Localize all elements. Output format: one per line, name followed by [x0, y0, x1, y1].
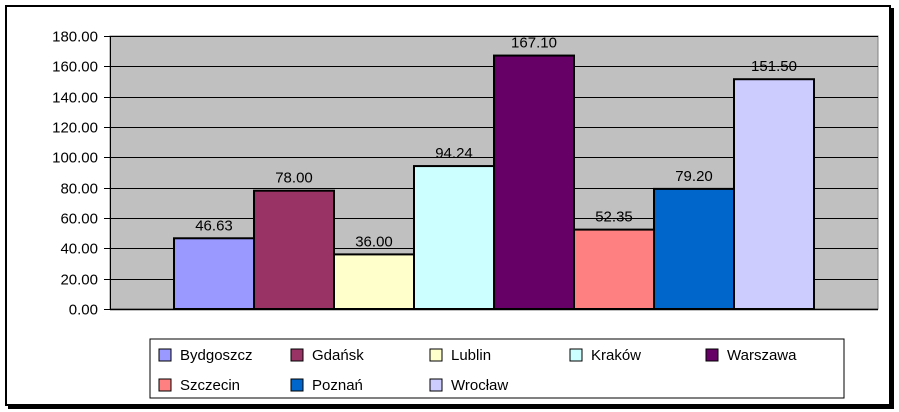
bar-poznań — [653, 187, 735, 311]
legend — [149, 338, 845, 399]
bar-chart: 0.00 20.00 40.00 60.00 80.00 100.00 120.00 140.… — [52, 29, 879, 399]
y-tick-label: 80.00 — [60, 181, 98, 198]
chart-frame: 0.00 20.00 40.00 60.00 80.00 100.00 120.00 140.… — [5, 5, 891, 406]
legend-swatch — [158, 378, 172, 392]
y-tick-label: 120.00 — [52, 120, 98, 137]
legend-swatch — [290, 378, 304, 392]
data-label: 78.00 — [275, 170, 313, 187]
y-tick-label: 60.00 — [60, 211, 98, 228]
data-label: 167.10 — [511, 35, 557, 52]
legend-label: Gdańsk — [312, 347, 364, 364]
legend-swatch — [429, 348, 443, 362]
data-label: 94.24 — [435, 145, 473, 162]
legend-swatch — [290, 348, 304, 362]
legend-label: Bydgoszcz — [180, 347, 253, 364]
bar-szczecin — [573, 228, 655, 310]
bar-bydgoszcz — [173, 237, 255, 310]
y-tick-label: 0.00 — [69, 302, 98, 319]
y-tick-label: 20.00 — [60, 272, 98, 289]
legend-label: Wrocław — [451, 377, 508, 394]
legend-swatch — [429, 378, 443, 392]
data-label: 79.20 — [675, 168, 713, 185]
legend-label: Szczecin — [180, 377, 240, 394]
data-label: 151.50 — [751, 58, 797, 75]
y-tick-label: 100.00 — [52, 150, 98, 167]
y-tick-label: 140.00 — [52, 90, 98, 107]
bar-wrocław — [733, 78, 815, 310]
legend-label: Kraków — [591, 347, 641, 364]
bar-lublin — [333, 253, 415, 310]
legend-label: Warszawa — [727, 347, 797, 364]
y-tick-label: 180.00 — [52, 29, 98, 46]
legend-swatch — [569, 348, 583, 362]
data-label: 36.00 — [355, 233, 393, 250]
bar-gdańsk — [253, 189, 335, 310]
legend-swatch — [158, 348, 172, 362]
y-tick-label: 40.00 — [60, 241, 98, 258]
legend-label: Poznań — [312, 377, 363, 394]
data-label: 52.35 — [595, 209, 633, 226]
data-label: 46.63 — [195, 217, 233, 234]
legend-label: Lublin — [451, 347, 491, 364]
legend-swatch — [705, 348, 719, 362]
bar-kraków — [413, 165, 495, 310]
y-tick-label: 160.00 — [52, 59, 98, 76]
bar-warszawa — [493, 54, 575, 310]
